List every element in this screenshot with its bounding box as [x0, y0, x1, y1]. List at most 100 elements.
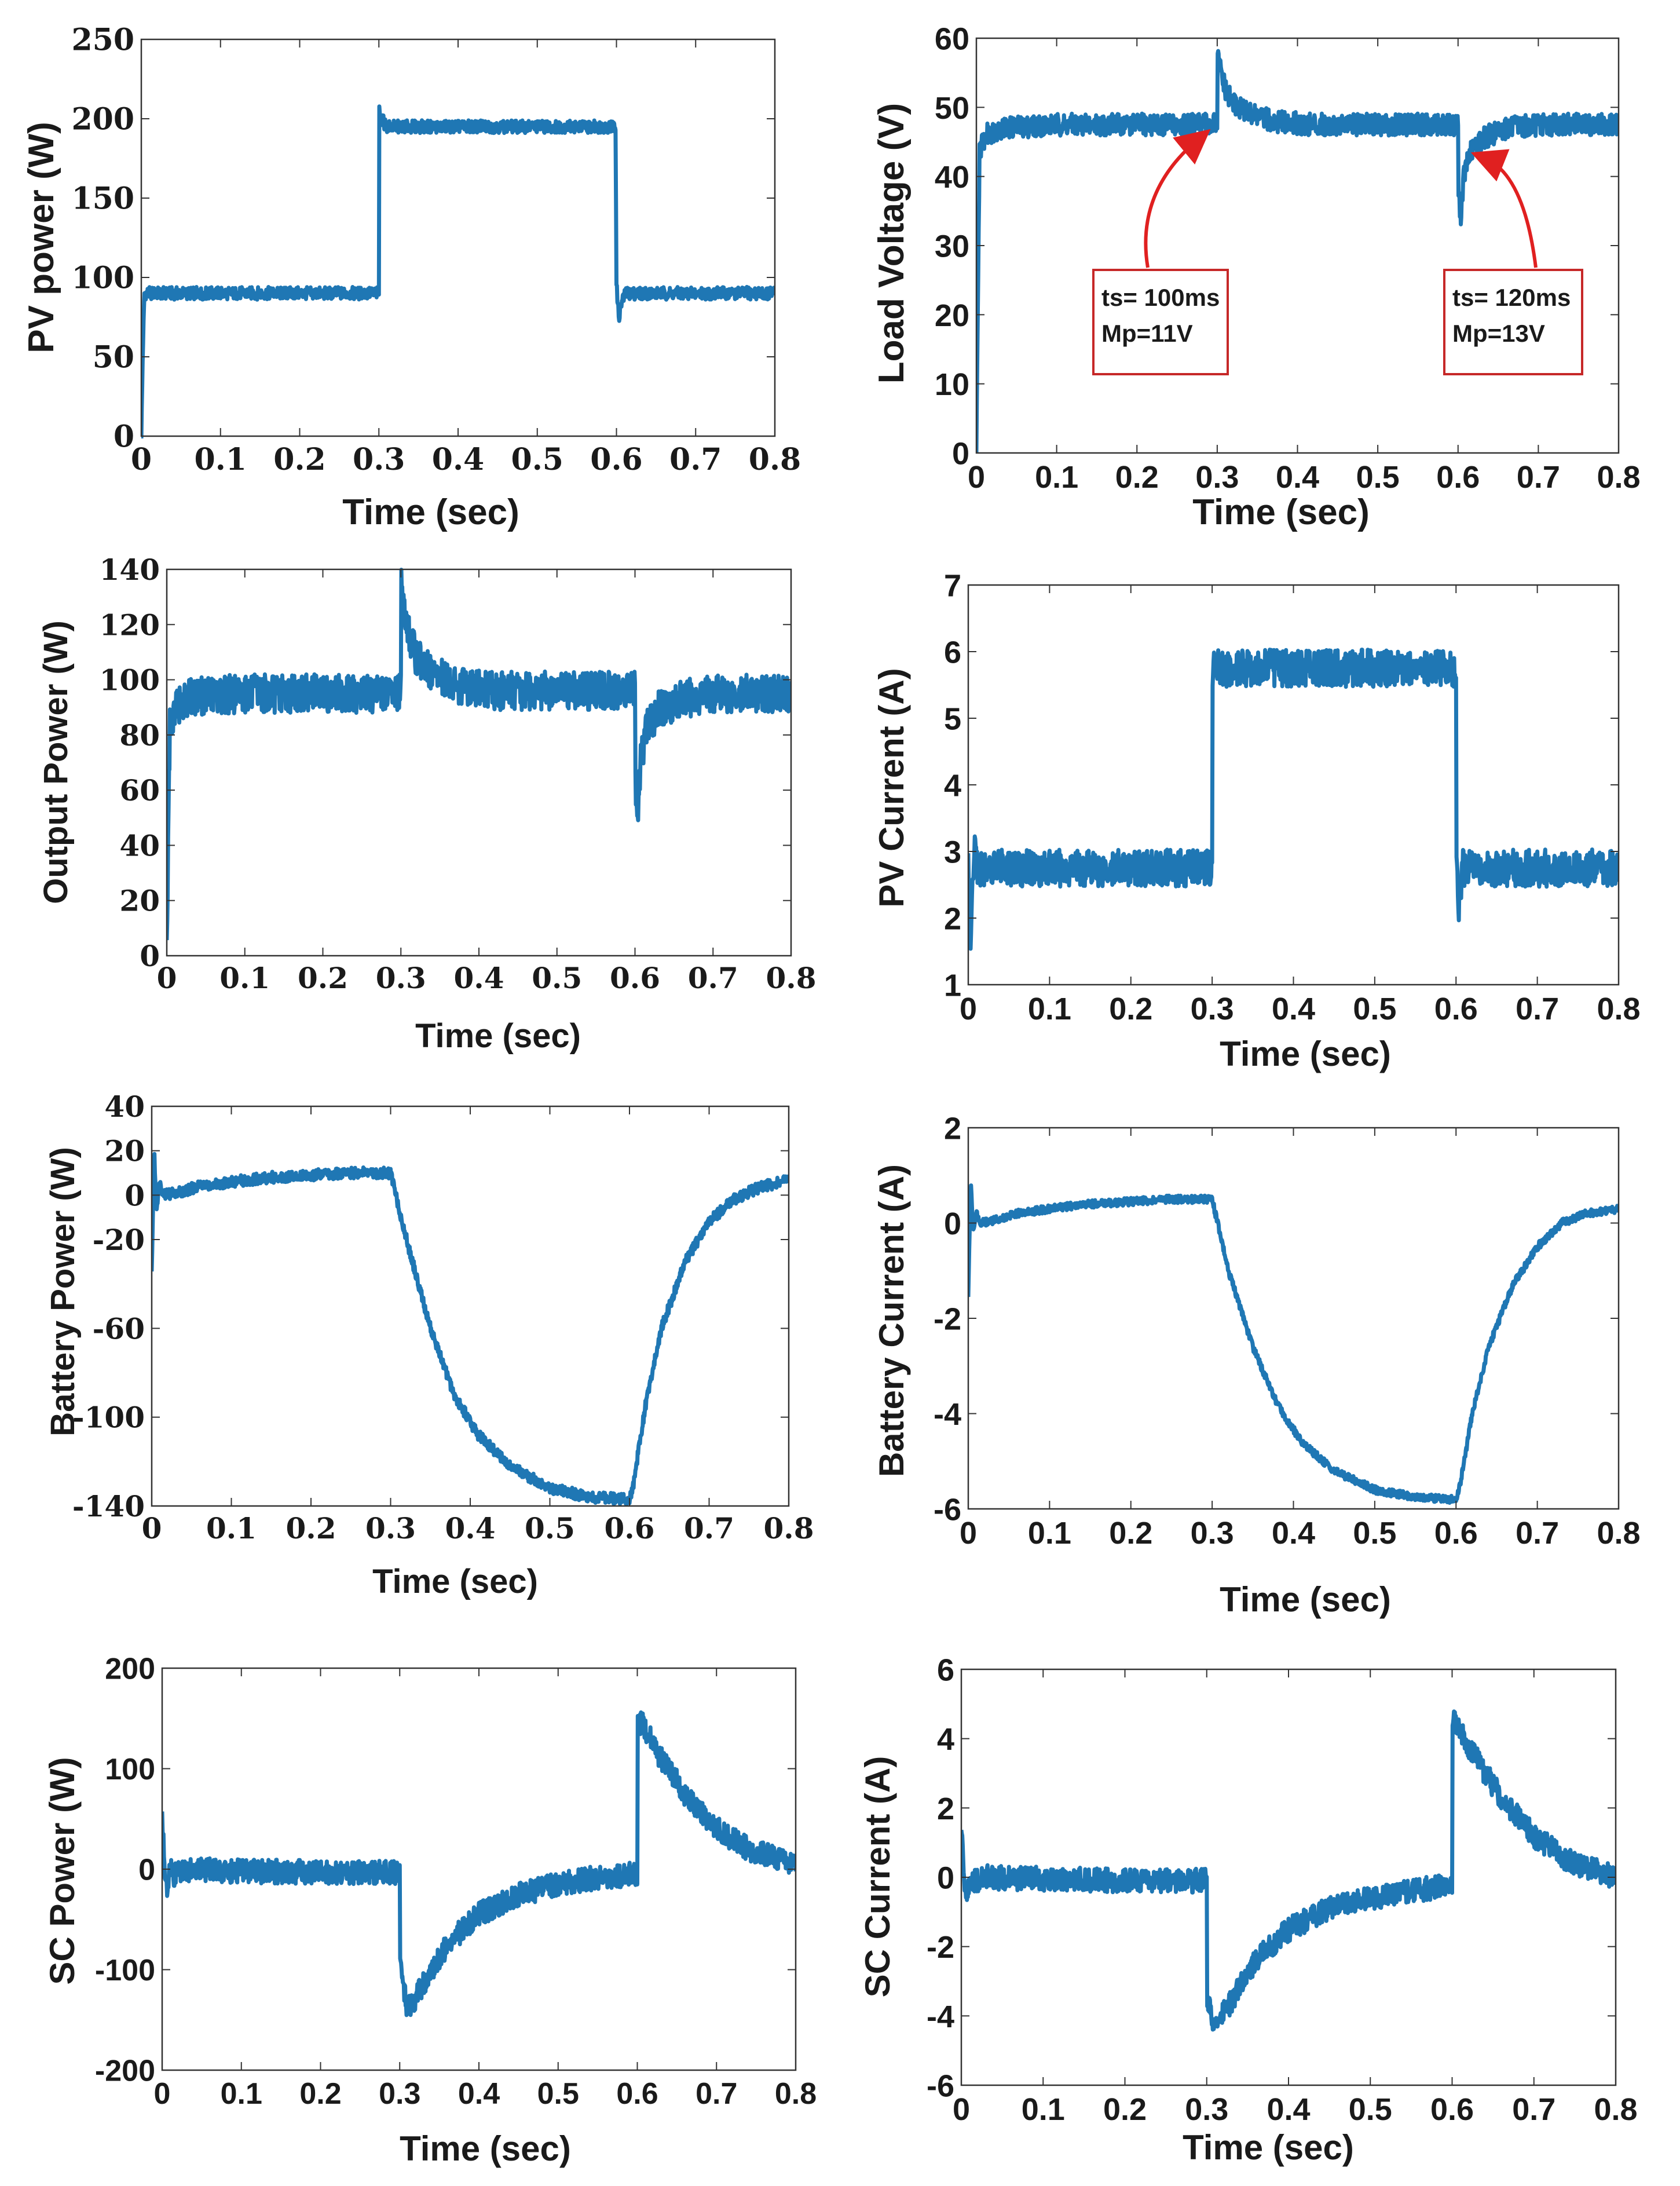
- y-tick-label: 1: [944, 968, 961, 1003]
- x-tick-label: 0.4: [445, 1511, 496, 1545]
- chart-panel-8: 0 0.1 0.2 0.3 0.4 0.5 0.6 0.7 0.8 -6 -4 -2 0 2 4 6 Time …: [858, 1653, 1638, 2167]
- x-tick-label: 0.4: [1276, 460, 1319, 495]
- x-tick-label: 0.8: [775, 2077, 817, 2111]
- x-tick-label: 0.8: [766, 961, 817, 995]
- y-tick-label: -6: [927, 2068, 954, 2103]
- y-tick-label: -100: [72, 1401, 145, 1435]
- x-tick-label: 0.4: [432, 442, 484, 477]
- y-tick-label: -6: [934, 1492, 961, 1527]
- annotation-box: [1443, 269, 1583, 375]
- x-axis-label: Time (sec): [1220, 1034, 1391, 1073]
- y-tick-label: 2: [937, 1792, 954, 1826]
- chart-panel-1: 0 0.1 0.2 0.3 0.4 0.5 0.6 0.7 0.8 0 50 100 150 200 250…: [21, 23, 801, 532]
- y-tick-label: 0: [140, 939, 160, 973]
- x-tick-label: 0.1: [221, 2077, 262, 2111]
- annotation-text: Mp=11V: [1101, 320, 1193, 347]
- y-tick-label: 60: [935, 21, 969, 56]
- y-tick-label: 40: [104, 1090, 145, 1124]
- x-tick-label: 0.4: [454, 961, 504, 995]
- y-tick-label: -2: [934, 1302, 961, 1336]
- x-tick-label: 0.7: [1516, 992, 1559, 1026]
- plot-frame: [166, 568, 792, 957]
- x-tick-label: 0.1: [206, 1511, 257, 1545]
- y-tick-label: 60: [119, 773, 160, 807]
- x-tick-label: 0.8: [764, 1511, 814, 1545]
- x-tick-label: 0.1: [1022, 2092, 1065, 2127]
- x-tick-label: 0.1: [1028, 1516, 1071, 1551]
- series-line-1: [167, 568, 791, 941]
- x-tick-label: 0.1: [1035, 460, 1078, 495]
- x-tick-label: 0.8: [1597, 460, 1640, 495]
- x-tick-label: 0.6: [1434, 1516, 1478, 1551]
- annotation-text: Mp=13V: [1452, 320, 1545, 347]
- y-axis-label: PV Current (A): [872, 668, 911, 907]
- chart-panel-6: 0 0.1 0.2 0.3 0.4 0.5 0.6 0.7 0.8 -6 -4 -2 0 2 Time (s…: [872, 1111, 1641, 1619]
- series-line-1: [961, 1709, 1616, 2032]
- x-tick-label: 0.4: [458, 2077, 500, 2111]
- y-tick-label: 20: [935, 298, 969, 333]
- x-tick-label: 0.3: [1195, 460, 1239, 495]
- x-tick-label: 0.3: [376, 961, 426, 995]
- x-tick-label: 0.5: [1353, 1516, 1396, 1551]
- annotation-arrow: [1470, 149, 1538, 268]
- chart-panel-2: 0 0.1 0.2 0.3 0.4 0.5 0.6 0.7 0.8 0 10 20 30 40 50 60 Ti…: [872, 21, 1641, 532]
- y-tick-label: 6: [944, 635, 961, 670]
- y-axis-label: Output Power (W): [37, 620, 75, 904]
- y-tick-label: 40: [119, 828, 160, 862]
- y-tick-label: -200: [95, 2055, 155, 2088]
- plot-frame: [975, 37, 1620, 454]
- x-tick-label: 0.2: [273, 442, 325, 477]
- series-line-1: [141, 104, 775, 438]
- x-axis-label: Time (sec): [400, 2129, 571, 2168]
- y-tick-label: -140: [72, 1489, 145, 1523]
- y-tick-label: 100: [71, 261, 134, 296]
- plot-frame: [151, 1105, 790, 1507]
- x-tick-label: 0.2: [298, 961, 348, 995]
- series-line-1: [968, 1183, 1619, 1505]
- x-tick-label: 0.7: [669, 442, 722, 477]
- x-tick-label: 0.1: [219, 961, 270, 995]
- x-tick-label: 0.5: [532, 961, 582, 995]
- plot-frame: [140, 38, 776, 437]
- series-line-1: [162, 1710, 796, 2017]
- y-tick-label: 0: [138, 1854, 155, 1887]
- y-tick-label: 100: [100, 663, 160, 697]
- y-tick-label: 50: [935, 91, 969, 126]
- annotation-text: ts= 120ms: [1452, 284, 1571, 311]
- x-tick-label: 0.5: [525, 1511, 575, 1545]
- x-tick-label: 0: [142, 1511, 162, 1545]
- x-tick-label: 0.2: [1109, 1516, 1152, 1551]
- x-tick-label: 0.3: [365, 1511, 416, 1545]
- x-tick-label: 0.7: [684, 1511, 734, 1545]
- annotation-arrow: [1144, 129, 1211, 268]
- x-axis-label: Time (sec): [342, 492, 519, 532]
- y-tick-label: 0: [937, 1860, 954, 1895]
- chart-panel-4: 0 0.1 0.2 0.3 0.4 0.5 0.6 0.7 0.8 1 2 3 4 5 6 7 Time (se…: [872, 568, 1641, 1073]
- y-tick-label: 5: [944, 701, 961, 736]
- x-axis-label: Time (sec): [1192, 492, 1370, 532]
- y-tick-label: 0: [125, 1178, 145, 1212]
- x-tick-label: 0.4: [1267, 2092, 1310, 2127]
- y-tick-label: 140: [100, 553, 160, 587]
- x-tick-label: 0: [960, 992, 977, 1026]
- y-tick-label: 7: [944, 568, 961, 603]
- x-tick-label: 0.2: [1115, 460, 1159, 495]
- y-tick-label: 250: [71, 23, 134, 58]
- x-tick-label: 0.8: [749, 442, 801, 477]
- x-tick-label: 0.6: [610, 961, 660, 995]
- series-line-1: [976, 49, 1619, 453]
- x-axis-label: Time (sec): [1183, 2128, 1354, 2167]
- x-tick-label: 0.5: [1349, 2092, 1392, 2127]
- x-tick-label: 0.1: [1028, 992, 1071, 1026]
- series-line-1: [152, 1152, 789, 1507]
- y-axis-label: PV power (W): [21, 122, 61, 353]
- y-tick-label: -4: [927, 1999, 954, 2034]
- x-tick-label: 0.3: [1185, 2092, 1228, 2127]
- x-tick-label: 0.6: [1430, 2092, 1474, 2127]
- y-tick-label: 6: [937, 1653, 954, 1687]
- x-tick-label: 0.3: [1191, 992, 1234, 1026]
- y-tick-label: 100: [105, 1753, 155, 1786]
- y-tick-label: 80: [119, 718, 160, 752]
- series-line-1: [968, 648, 1619, 951]
- y-tick-label: 0: [944, 1207, 961, 1241]
